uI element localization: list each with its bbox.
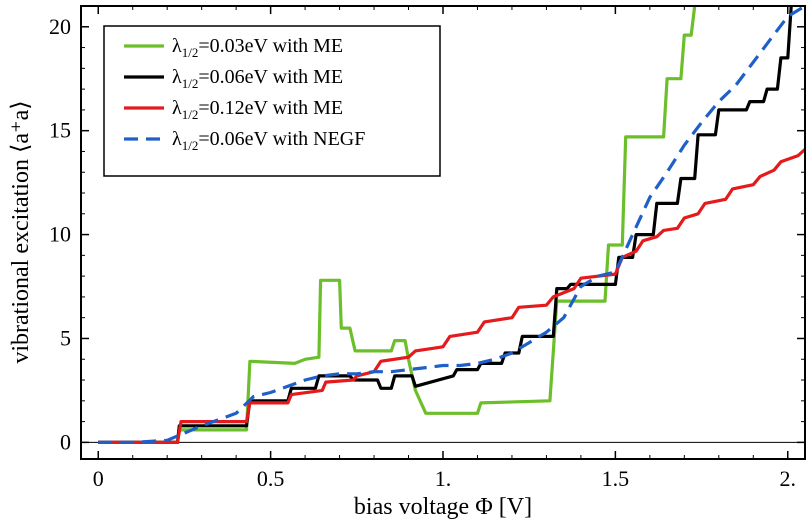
- series-line-3: [98, 6, 805, 444]
- y-tick-label: 15: [49, 118, 71, 143]
- x-tick-label: 0: [93, 466, 104, 491]
- tick-labels: 0 0.5 1. 1.5 2. 0 5 10 15 20: [49, 14, 796, 491]
- y-axis-title: vibrational excitation ⟨a⁺a⟩: [8, 100, 34, 363]
- y-tick-label: 20: [49, 14, 71, 39]
- x-tick-label: 0.5: [257, 466, 285, 491]
- legend-symbol: λ: [172, 97, 182, 119]
- plot-frame: [80, 5, 806, 460]
- legend-symbol: λ: [172, 66, 182, 88]
- legend-text: =0.03eV with ME: [198, 35, 343, 57]
- legend-text: =0.06eV with NEGF: [198, 128, 365, 150]
- legend-symbol: λ: [172, 35, 182, 57]
- legend-entry-1: λ1/2=0.06eV with ME: [172, 66, 343, 91]
- y-tick-label: 5: [60, 325, 71, 350]
- series-line-1: [98, 6, 793, 444]
- x-tick-label: 1.5: [602, 466, 630, 491]
- legend-entry-3: λ1/2=0.06eV with NEGF: [172, 128, 365, 153]
- legend-subscript: 1/2: [182, 107, 199, 122]
- y-tick-label: 0: [60, 429, 71, 454]
- x-tick-label: 1.: [435, 466, 452, 491]
- series-line-0: [98, 6, 697, 444]
- legend-subscript: 1/2: [182, 76, 199, 91]
- legend-subscript: 1/2: [182, 138, 199, 153]
- tick-marks: [81, 6, 805, 459]
- legend-text: =0.12eV with ME: [198, 97, 343, 119]
- series-line-2: [98, 148, 805, 444]
- legend-entry-0: λ1/2=0.03eV with ME: [172, 35, 343, 60]
- legend-text: =0.06eV with ME: [198, 66, 343, 88]
- y-tick-label: 10: [49, 222, 71, 247]
- legend-box: [103, 25, 441, 177]
- x-axis-title: bias voltage Φ [V]: [354, 494, 532, 520]
- series-layer: [98, 6, 805, 444]
- legend-subscript: 1/2: [182, 45, 199, 60]
- legend-symbol: λ: [172, 128, 182, 150]
- x-tick-label: 2.: [780, 466, 797, 491]
- legend-entry-2: λ1/2=0.12eV with ME: [172, 97, 343, 122]
